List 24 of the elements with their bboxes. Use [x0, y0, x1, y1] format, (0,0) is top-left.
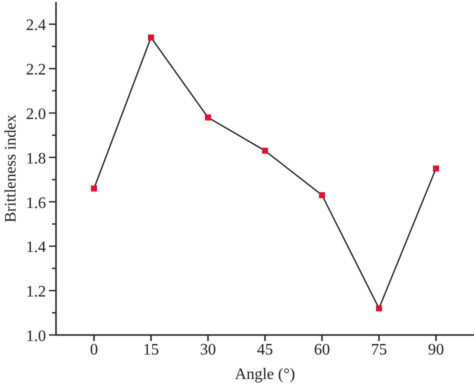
x-axis-title: Angle (°) [234, 366, 296, 383]
point [319, 192, 325, 198]
x-tick-label: 45 [257, 341, 273, 358]
x-tick-label: 30 [200, 341, 216, 358]
x-tick-label: 60 [314, 341, 330, 358]
y-tick-label: 1.2 [26, 284, 46, 301]
point [433, 166, 439, 172]
y-tick-label: 1.6 [26, 194, 46, 212]
x-tick-label: 15 [143, 341, 159, 358]
y-axis-title: Brittleness index [2, 114, 20, 222]
x-tick-label: 90 [428, 341, 444, 358]
point [262, 148, 268, 154]
x-tick-label: 0 [90, 341, 98, 358]
y-tick-label: 1.4 [26, 239, 46, 256]
y-tick-label: 2.2 [26, 62, 46, 79]
y-tick-label: 2.4 [26, 17, 46, 34]
x-tick-label: 75 [371, 341, 387, 358]
point [376, 305, 382, 312]
y-tick-label: 1.0 [26, 328, 46, 345]
point [148, 34, 154, 41]
y-tick-label: 2.0 [26, 106, 46, 123]
y-tick-label: 1.8 [26, 150, 46, 168]
point [91, 185, 97, 192]
point [205, 114, 211, 120]
